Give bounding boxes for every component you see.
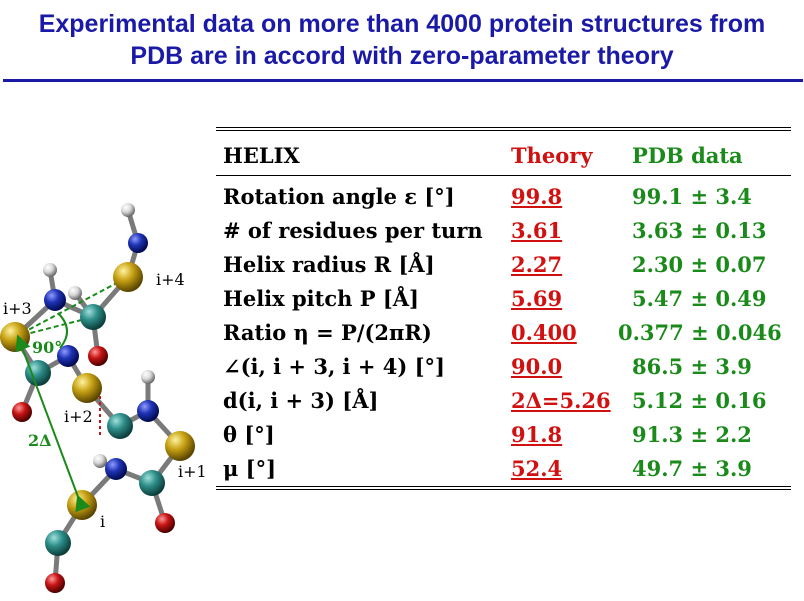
label-angle: 90° (32, 338, 62, 357)
label-i1: i+1 (178, 462, 207, 481)
oxygen-atom (88, 346, 108, 366)
label-i4: i+4 (156, 270, 185, 289)
row-pdb: 5.12 ± 0.16 (632, 388, 767, 413)
table-header-row: HELIX Theory PDB data (216, 131, 791, 171)
table-header-rule (216, 175, 791, 176)
label-i2: i+2 (64, 407, 93, 426)
table-row: d(i, i + 3) [Å] 2Δ=5.26 5.12 ± 0.16 (216, 382, 791, 416)
row-name: # of residues per turn (223, 218, 483, 243)
row-pdb: 99.1 ± 3.4 (632, 184, 752, 209)
hydrogen-atom (43, 263, 57, 277)
distance-arrow (15, 334, 91, 513)
oxygen-atom (155, 513, 175, 533)
table-row: ∠(i, i + 3, i + 4) [°] 90.0 86.5 ± 3.9 (216, 348, 791, 382)
row-name: Ratio η = P/(2πR) (223, 320, 432, 345)
sulfur-atom-i2 (72, 373, 102, 403)
hydrogen-atom (121, 203, 135, 217)
label-i: i (100, 512, 105, 531)
label-distance: 2Δ (28, 431, 52, 450)
title-line-1: Experimental data on more than 4000 prot… (38, 10, 766, 38)
oxygen-atom (45, 573, 65, 593)
hydrogen-atom (141, 370, 155, 384)
dashed-distance-lines (14, 276, 129, 338)
nitrogen-atom (128, 233, 148, 253)
nitrogen-atom (105, 458, 127, 480)
row-theory: 5.69 (511, 286, 563, 311)
row-name: Helix radius R [Å] (223, 252, 435, 277)
row-name: Rotation angle ε [°] (223, 184, 455, 209)
table-row: Helix radius R [Å] 2.27 2.30 ± 0.07 (216, 246, 791, 280)
sulfur-atom-i1 (165, 431, 195, 461)
table-bottom-rule (216, 486, 791, 490)
header-pdb-data: PDB data (632, 143, 743, 168)
header-theory: Theory (511, 143, 593, 168)
row-name: ∠(i, i + 3, i + 4) [°] (223, 354, 445, 379)
row-name: μ [°] (223, 456, 277, 481)
row-theory: 3.61 (511, 218, 563, 243)
row-pdb: 5.47 ± 0.49 (632, 286, 767, 311)
header-helix: HELIX (223, 143, 300, 168)
table-top-rule (216, 127, 791, 131)
row-pdb: 2.30 ± 0.07 (632, 252, 767, 277)
carbon-atom (45, 530, 71, 556)
row-theory: 52.4 (511, 456, 563, 481)
row-name: θ [°] (223, 422, 275, 447)
table-row: # of residues per turn 3.61 3.63 ± 0.13 (216, 212, 791, 246)
nitrogen-atom (137, 400, 159, 422)
row-name: Helix pitch P [Å] (223, 286, 419, 311)
row-pdb: 86.5 ± 3.9 (632, 354, 752, 379)
table-row: μ [°] 52.4 49.7 ± 3.9 (216, 450, 791, 484)
table-row: θ [°] 91.8 91.3 ± 2.2 (216, 416, 791, 450)
sulfur-atom-i (67, 490, 97, 520)
table-row: Rotation angle ε [°] 99.8 99.1 ± 3.4 (216, 178, 791, 212)
oxygen-atom (12, 402, 32, 422)
row-pdb: 3.63 ± 0.13 (632, 218, 767, 243)
row-theory: 0.400 (511, 320, 577, 345)
nitrogen-atom (44, 289, 66, 311)
row-theory: 91.8 (511, 422, 563, 447)
row-theory: 2.27 (511, 252, 563, 277)
row-pdb: 91.3 ± 2.2 (632, 422, 752, 447)
hydrogen-atom (93, 454, 107, 468)
carbon-atom (139, 470, 165, 496)
carbon-atom (107, 413, 133, 439)
sulfur-atom-i4 (113, 262, 143, 292)
sulfur-atom-i3 (0, 322, 30, 352)
label-i3: i+3 (3, 299, 32, 318)
slide-title: Experimental data on more than 4000 prot… (0, 8, 804, 72)
row-theory: 90.0 (511, 354, 563, 379)
title-line-2: PDB are in accord with zero-parameter th… (130, 42, 674, 70)
row-pdb: 0.377 ± 0.046 (618, 320, 782, 345)
angle-arc (57, 312, 68, 349)
row-name: d(i, i + 3) [Å] (223, 388, 379, 413)
row-theory: 2Δ=5.26 (511, 388, 611, 413)
helix-parameters-table: HELIX Theory PDB data Rotation angle ε [… (216, 127, 791, 490)
table-row: Helix pitch P [Å] 5.69 5.47 ± 0.49 (216, 280, 791, 314)
row-theory: 99.8 (511, 184, 563, 209)
hydrogen-atom (68, 286, 82, 300)
carbon-atom (80, 304, 106, 330)
row-pdb: 49.7 ± 3.9 (632, 456, 752, 481)
helix-molecule-illustration: i+4 i+3 90° i+2 2Δ i+1 i (0, 203, 207, 593)
table-row: Ratio η = P/(2πR) 0.400 0.377 ± 0.046 (216, 314, 791, 348)
title-underline (3, 79, 803, 82)
